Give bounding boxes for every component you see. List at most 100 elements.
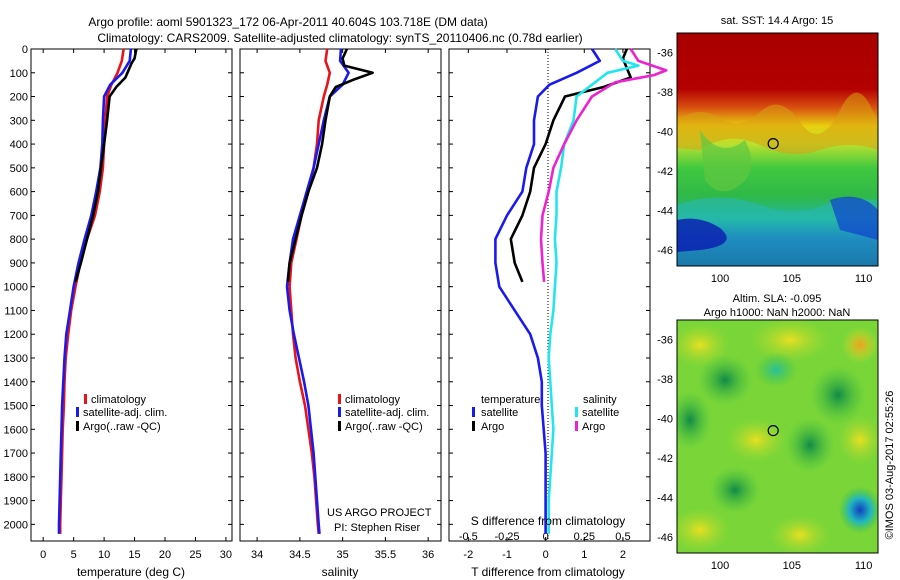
x-tick-label: 35 — [337, 549, 349, 561]
x-tick-label: 20 — [159, 549, 171, 561]
legend-swatch-climatology — [84, 394, 87, 404]
legend-label-argo: Argo(..raw -QC) — [83, 421, 161, 433]
legend-swatch-s-argo — [575, 421, 578, 431]
map-y-tick-label: -44 — [657, 493, 673, 505]
s-diff-tick-label: 0.25 — [574, 531, 595, 543]
y-tick-label: 700 — [10, 210, 28, 222]
legend-title-salinity: salinity — [583, 394, 617, 406]
sst-map-frame — [676, 32, 879, 267]
y-tick-label: 400 — [10, 139, 28, 151]
legend-swatch-t-argo — [472, 421, 475, 431]
map-x-tick-label: 100 — [711, 560, 729, 572]
x-tick-label: 10 — [98, 549, 110, 561]
axes-layer: 0100200300400500600700800900100011001200… — [4, 44, 873, 572]
x-tick-label: 0 — [543, 549, 549, 561]
legend-label-argo: Argo(..raw -QC) — [345, 421, 423, 433]
s-diff-tick-label: -0.5 — [459, 531, 478, 543]
legend-label-climatology: climatology — [91, 394, 147, 406]
series-line-satellite-adj-clim — [57, 48, 133, 534]
x-tick-label: 30 — [220, 549, 232, 561]
sla-map-title-line2: Argo h1000: NaN h2000: NaN — [704, 307, 851, 319]
sla-map-title-line1: Altim. SLA: -0.095 — [733, 293, 822, 305]
series-line-argo-raw-qc — [286, 48, 374, 283]
map-x-tick-label: 110 — [855, 560, 873, 572]
map-x-tick-label: 100 — [711, 273, 729, 285]
series-line-salinity-satellite — [547, 48, 640, 534]
map-y-tick-label: -42 — [657, 453, 673, 465]
x-tick-label: 1 — [581, 549, 587, 561]
legend-swatch-satellite — [76, 407, 79, 417]
x-tick-label: 0 — [40, 549, 46, 561]
project-label: US ARGO PROJECT — [327, 507, 432, 519]
legend-label-t-satellite: satellite — [481, 407, 518, 419]
sla-map-frame — [676, 319, 879, 554]
legend-swatch-argo — [338, 421, 341, 431]
sla-argo-location-marker — [767, 425, 779, 437]
series-layer — [57, 48, 668, 535]
y-tick-label: 2000 — [4, 519, 28, 531]
y-tick-label: 200 — [10, 92, 28, 104]
legend-title-temperature: temperature — [481, 394, 540, 406]
salinity-plot-frame — [239, 48, 442, 542]
difference-plot-frame — [448, 48, 651, 542]
y-tick-label: 100 — [10, 68, 28, 80]
s-diff-tick-label: 0.5 — [615, 531, 630, 543]
x-tick-label: 34.5 — [289, 549, 310, 561]
map-y-tick-label: -38 — [657, 87, 673, 99]
sla-map-image — [677, 320, 878, 553]
map-x-tick-label: 105 — [783, 560, 801, 572]
legend-swatch-s-satellite — [575, 407, 578, 417]
map-x-tick-label: 110 — [855, 273, 873, 285]
x-tick-label: 15 — [128, 549, 140, 561]
title-line2: Climatology: CARS2009. Satellite-adjuste… — [97, 31, 582, 45]
legend-label-satellite: satellite-adj. clim. — [83, 407, 167, 419]
x-tick-label: 35.5 — [375, 549, 396, 561]
map-y-tick-label: -38 — [657, 374, 673, 386]
y-tick-label: 1900 — [4, 496, 28, 508]
legend-label-t-argo: Argo — [481, 421, 504, 433]
legend-swatch-climatology — [338, 394, 341, 404]
x-tick-label: -2 — [463, 549, 473, 561]
difference-legend: temperature salinity satellite Argo sate… — [472, 394, 619, 433]
legend-label-climatology: climatology — [345, 394, 401, 406]
map-y-tick-label: -36 — [657, 48, 673, 60]
y-tick-label: 600 — [10, 187, 28, 199]
x-tick-label: -1 — [502, 549, 512, 561]
x-tick-label: 25 — [189, 549, 201, 561]
series-line-climatology — [288, 48, 332, 535]
sst-map-title: sat. SST: 14.4 Argo: 15 — [721, 15, 834, 27]
map-y-tick-label: -40 — [657, 414, 673, 426]
y-tick-label: 1300 — [4, 353, 28, 365]
y-tick-label: 1500 — [4, 401, 28, 413]
legend-label-s-argo: Argo — [582, 421, 605, 433]
series-line-argo-raw-qc — [74, 48, 138, 283]
s-diff-tick-label: -0.25 — [494, 531, 519, 543]
difference-xlabel: T difference from climatology — [471, 565, 625, 579]
legend-swatch-satellite — [338, 407, 341, 417]
temperature-legend: climatology satellite-adj. clim. Argo(..… — [76, 394, 167, 433]
legend-swatch-t-satellite — [472, 407, 475, 417]
salinity-xlabel: salinity — [322, 565, 359, 579]
map-y-tick-label: -36 — [657, 335, 673, 347]
map-y-tick-label: -42 — [657, 166, 673, 178]
y-tick-label: 1000 — [4, 282, 28, 294]
series-line-temperature-argo — [509, 48, 632, 283]
legend-swatch-argo — [76, 421, 79, 431]
temperature-xlabel: temperature (deg C) — [77, 565, 185, 579]
sst-map-image — [677, 33, 878, 266]
x-tick-label: 2 — [620, 549, 626, 561]
series-line-temperature-satellite — [494, 48, 602, 534]
y-tick-label: 800 — [10, 234, 28, 246]
title-line1: Argo profile: aoml 5901323_172 06-Apr-20… — [88, 15, 487, 29]
x-tick-label: 36 — [422, 549, 434, 561]
y-tick-label: 1100 — [4, 305, 28, 317]
map-y-tick-label: -44 — [657, 206, 673, 218]
sst-argo-location-marker — [767, 138, 779, 150]
s-diff-tick-label: 0 — [543, 531, 549, 543]
y-tick-label: 900 — [10, 258, 28, 270]
difference-xlabel-top: S difference from climatology — [471, 514, 626, 528]
x-tick-label: 5 — [71, 549, 77, 561]
legend-label-s-satellite: satellite — [582, 407, 619, 419]
legend-label-satellite: satellite-adj. clim. — [345, 407, 429, 419]
